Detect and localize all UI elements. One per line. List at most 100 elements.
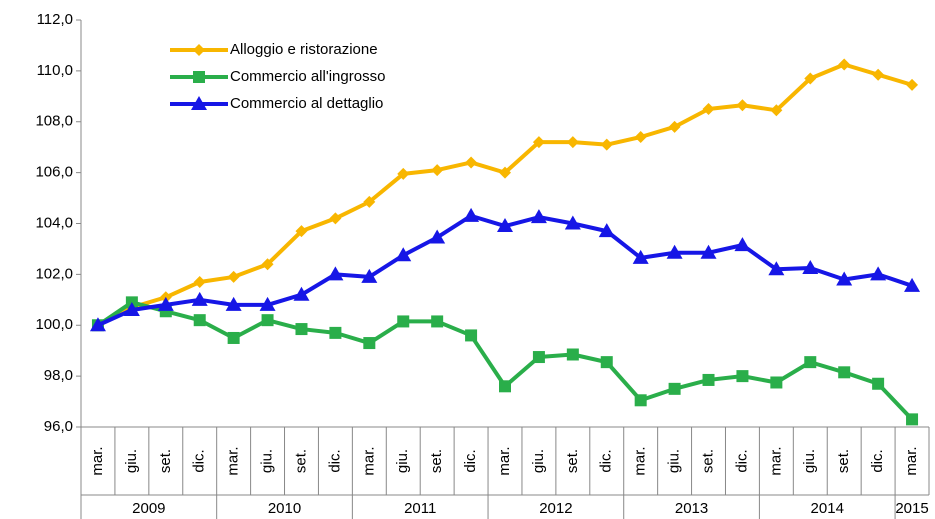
- series-line: [96, 300, 914, 421]
- data-point: [632, 249, 649, 264]
- data-point: [225, 296, 242, 311]
- data-point: [804, 356, 817, 369]
- y-tick-label: 106,0: [35, 164, 73, 181]
- data-point: [227, 270, 240, 283]
- data-point: [431, 164, 444, 177]
- data-point: [770, 104, 783, 117]
- data-point: [906, 78, 919, 91]
- x-tick-label: giu.: [666, 449, 683, 473]
- x-tick-label: set.: [835, 449, 852, 473]
- data-point: [564, 215, 581, 230]
- year-label: 2010: [268, 500, 301, 517]
- data-point: [634, 394, 647, 407]
- legend-label: Commercio all'ingrosso: [230, 68, 385, 85]
- data-point: [838, 366, 851, 379]
- data-point: [329, 326, 342, 339]
- data-point: [836, 271, 853, 286]
- data-point: [363, 195, 376, 208]
- y-tick-label: 104,0: [35, 214, 73, 231]
- data-point: [668, 382, 681, 395]
- data-point: [736, 370, 749, 383]
- data-point: [668, 120, 681, 133]
- data-point: [499, 380, 511, 393]
- data-point: [465, 329, 478, 342]
- x-tick-label: dic.: [191, 449, 208, 472]
- data-point: [804, 72, 817, 85]
- data-point: [872, 377, 885, 390]
- data-point: [497, 218, 513, 233]
- x-tick-label: dic.: [462, 449, 479, 472]
- data-point: [600, 138, 613, 151]
- x-tick-label: set.: [699, 449, 716, 473]
- data-point: [227, 331, 240, 344]
- data-point: [566, 348, 579, 361]
- x-tick-label: dic.: [598, 449, 615, 472]
- x-tick-label: giu.: [530, 449, 547, 473]
- data-point: [702, 103, 715, 116]
- data-point: [431, 315, 444, 328]
- data-point: [802, 260, 819, 275]
- legend-marker: [191, 96, 207, 110]
- data-point: [295, 225, 308, 238]
- legend-marker: [193, 44, 205, 56]
- x-tick-label: giu.: [801, 449, 818, 473]
- data-point: [666, 244, 683, 259]
- data-point: [499, 166, 511, 179]
- data-point: [89, 317, 106, 332]
- x-tick-label: mar.: [632, 446, 649, 475]
- x-tick-label: giu.: [123, 449, 140, 473]
- data-point: [906, 413, 919, 426]
- legend-label: Commercio al dettaglio: [230, 95, 383, 112]
- data-point: [261, 314, 274, 327]
- x-tick-label: dic.: [733, 449, 750, 472]
- data-point: [259, 296, 276, 311]
- x-tick-label: mar.: [767, 446, 784, 475]
- data-point: [600, 356, 613, 369]
- data-point: [904, 277, 921, 292]
- year-label: 2014: [811, 500, 844, 517]
- data-point: [700, 244, 717, 259]
- x-tick-label: mar.: [496, 446, 513, 475]
- data-point: [736, 99, 749, 112]
- data-point: [191, 291, 208, 306]
- x-tick-label: mar.: [89, 446, 106, 475]
- data-point: [566, 136, 579, 149]
- x-tick-label: giu.: [394, 449, 411, 473]
- data-point: [465, 156, 478, 169]
- data-point: [429, 229, 446, 244]
- y-tick-label: 98,0: [44, 367, 73, 384]
- x-tick-label: set.: [564, 449, 581, 473]
- data-point: [395, 247, 412, 262]
- x-tick-label: mar.: [225, 446, 242, 475]
- x-tick-label: dic.: [326, 449, 343, 472]
- data-point: [329, 212, 342, 225]
- data-point: [193, 276, 206, 289]
- y-tick-label: 102,0: [35, 265, 73, 282]
- data-point: [463, 207, 480, 222]
- year-label: 2013: [675, 500, 708, 517]
- data-point: [293, 286, 310, 301]
- data-point: [295, 323, 308, 336]
- data-point: [598, 223, 615, 238]
- data-point: [397, 315, 410, 328]
- y-tick-label: 100,0: [35, 316, 73, 333]
- data-point: [363, 337, 376, 350]
- data-point: [532, 351, 545, 364]
- data-point: [397, 167, 410, 180]
- x-tick-label: giu.: [259, 449, 276, 473]
- year-label: 2012: [539, 500, 572, 517]
- data-point: [768, 261, 785, 276]
- data-point: [870, 266, 887, 281]
- legend-label: Alloggio e ristorazione: [230, 41, 378, 58]
- data-point: [261, 258, 274, 271]
- data-point: [123, 301, 140, 316]
- data-point: [327, 266, 344, 281]
- data-point: [157, 296, 174, 311]
- y-tick-label: 112,0: [37, 11, 73, 28]
- legend-marker: [193, 71, 205, 83]
- data-point: [634, 131, 647, 144]
- x-tick-label: set.: [292, 449, 309, 473]
- data-point: [838, 58, 851, 71]
- data-point: [361, 268, 378, 283]
- data-point: [702, 373, 715, 386]
